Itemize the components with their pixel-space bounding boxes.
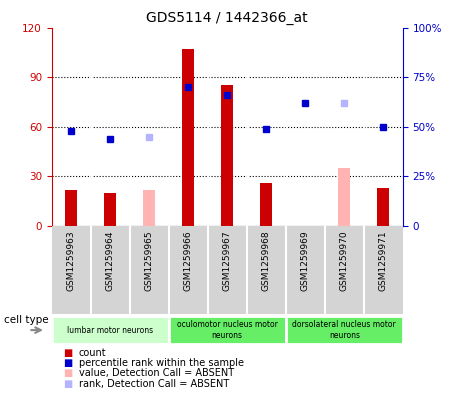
Bar xyxy=(169,316,286,344)
Text: GSM1259968: GSM1259968 xyxy=(262,230,271,291)
Text: ■: ■ xyxy=(63,368,72,378)
Text: GSM1259963: GSM1259963 xyxy=(67,230,76,291)
Bar xyxy=(378,188,389,226)
Text: lumbar motor neurons: lumbar motor neurons xyxy=(67,326,153,334)
Bar xyxy=(261,183,272,226)
Text: percentile rank within the sample: percentile rank within the sample xyxy=(79,358,244,368)
Text: GSM1259971: GSM1259971 xyxy=(379,230,388,291)
Text: GSM1259965: GSM1259965 xyxy=(145,230,154,291)
Text: rank, Detection Call = ABSENT: rank, Detection Call = ABSENT xyxy=(79,378,229,389)
Text: oculomotor nucleus motor
neurons: oculomotor nucleus motor neurons xyxy=(177,320,278,340)
Bar xyxy=(338,168,350,226)
Bar xyxy=(104,193,116,226)
Text: GSM1259967: GSM1259967 xyxy=(223,230,232,291)
Bar xyxy=(182,49,194,226)
Text: dorsolateral nucleus motor
neurons: dorsolateral nucleus motor neurons xyxy=(292,320,396,340)
Bar xyxy=(65,189,77,226)
Text: GSM1259969: GSM1259969 xyxy=(301,230,310,291)
Bar xyxy=(144,189,155,226)
Text: count: count xyxy=(79,348,106,358)
Bar xyxy=(221,85,233,226)
Bar xyxy=(286,316,403,344)
Text: GSM1259970: GSM1259970 xyxy=(340,230,349,291)
Text: ■: ■ xyxy=(63,358,72,368)
Bar xyxy=(52,316,169,344)
Text: ■: ■ xyxy=(63,348,72,358)
Text: cell type: cell type xyxy=(4,315,49,325)
Text: value, Detection Call = ABSENT: value, Detection Call = ABSENT xyxy=(79,368,234,378)
Text: ■: ■ xyxy=(63,378,72,389)
Title: GDS5114 / 1442366_at: GDS5114 / 1442366_at xyxy=(146,11,308,25)
Text: GSM1259964: GSM1259964 xyxy=(106,230,115,291)
Text: GSM1259966: GSM1259966 xyxy=(184,230,193,291)
